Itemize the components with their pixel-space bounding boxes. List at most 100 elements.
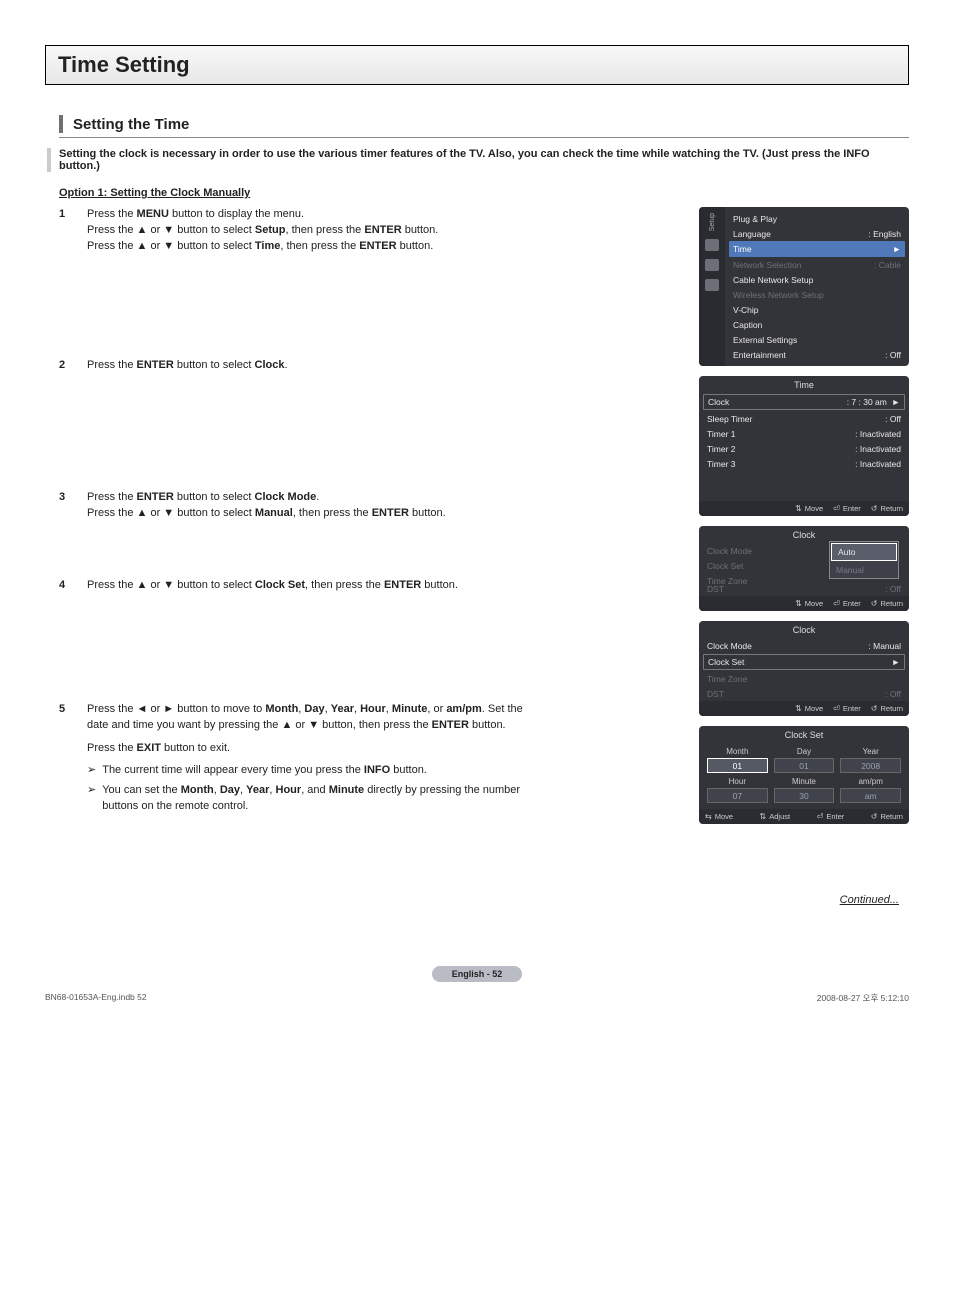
updown-icon: ⇅ [795,704,802,713]
move-hint: ⇆Move [705,812,733,821]
osd-menu-item[interactable]: Cable Network Setup [725,272,909,287]
page-title: Time Setting [58,52,896,78]
intro-text: Setting the clock is necessary in order … [47,148,909,172]
move-hint: ⇅Move [795,704,823,713]
step-body: Press the ◄ or ► button to move to Month… [87,702,536,820]
return-hint: ↺Return [871,704,903,713]
step-2: 2 Press the ENTER button to select Clock… [59,358,536,374]
step-number: 3 [59,490,73,522]
return-hint: ↺Return [871,599,903,608]
page-number-badge: English - 52 [432,966,522,982]
osd-menu-item[interactable]: Clock: 7 : 30 am ► [703,394,905,410]
osd-menu-item[interactable]: Wireless Network Setup [725,287,909,302]
return-icon: ↺ [871,704,878,713]
osd-clock-menu: Clock Clock Mode: ManualClock Set►Time Z… [699,621,909,716]
clock-set-field[interactable]: Month01 [707,747,768,773]
osd-dropdown[interactable]: Auto Manual [829,541,899,579]
osd-sidebar: Setup [699,207,725,366]
section-heading: Setting the Time [59,115,909,138]
clock-set-field[interactable]: am/pmam [840,777,901,803]
step-body: Press the ENTER button to select Clock. [87,358,536,374]
osd-sidebar-label: Setup [709,213,716,231]
osd-menu-item[interactable]: DST: Off [699,686,909,701]
osd-menu-item[interactable]: Language: English [725,226,909,241]
osd-footer: ⇅Move ⏎Enter ↺Return [699,701,909,716]
osd-menu-item[interactable]: Clock Set► [703,654,905,670]
return-icon: ↺ [871,504,878,513]
osd-menu-item[interactable]: Network Selection: Cable [725,257,909,272]
osd-menu-item[interactable]: Sleep Timer: Off [699,411,909,426]
clock-set-field[interactable]: Day01 [774,747,835,773]
option-title: Option 1: Setting the Clock Manually [59,187,909,199]
osd-title: Clock Set [699,726,909,743]
move-hint: ⇅Move [795,504,823,513]
enter-icon: ⏎ [833,704,840,713]
print-footer: BN68-01653A-Eng.indb 52 2008-08-27 오후 5:… [45,992,909,1004]
section-title: Setting the Time [73,116,189,133]
osd-menu-item[interactable]: Timer 1: Inactivated [699,426,909,441]
osd-footer: ⇅Move ⏎Enter ↺Return [699,501,909,516]
chevron-right-icon: ➢ [87,763,96,779]
osd-footer: ⇆Move ⇅Adjust ⏎Enter ↺Return [699,809,909,824]
step-number: 4 [59,578,73,594]
step-body: Press the ▲ or ▼ button to select Clock … [87,578,536,594]
step-4: 4 Press the ▲ or ▼ button to select Cloc… [59,578,536,594]
osd-menu-item[interactable]: Time► [729,241,905,257]
page-title-bar: Time Setting [45,45,909,85]
step-number: 5 [59,702,73,820]
step-body: Press the ENTER button to select Clock M… [87,490,536,522]
enter-icon: ⏎ [833,504,840,513]
osd-menu-item[interactable]: Caption [725,317,909,332]
osd-menu-item[interactable]: External Settings [725,332,909,347]
clock-set-field[interactable]: Hour07 [707,777,768,803]
dropdown-option-auto[interactable]: Auto [831,543,897,561]
osd-menu-item[interactable]: Timer 2: Inactivated [699,441,909,456]
osd-menu-item[interactable]: Timer 3: Inactivated [699,456,909,471]
adjust-hint: ⇅Adjust [760,812,791,821]
cloud-icon [705,259,719,271]
dropdown-option-manual[interactable]: Manual [830,562,898,578]
osd-menu-item[interactable]: Plug & Play [725,211,909,226]
enter-hint: ⏎Enter [833,504,861,513]
updown-icon: ⇅ [760,812,767,821]
footer-left: BN68-01653A-Eng.indb 52 [45,992,147,1004]
osd-title: Clock [699,621,909,638]
note-item: ➢ The current time will appear every tim… [87,763,536,779]
heading-bar-icon [59,115,63,133]
step-3: 3 Press the ENTER button to select Clock… [59,490,536,522]
enter-icon: ⏎ [833,599,840,608]
enter-icon: ⏎ [817,812,824,821]
steps-column: 1 Press the MENU button to display the m… [59,207,536,834]
clock-set-field[interactable]: Year2008 [840,747,901,773]
enter-hint: ⏎Enter [817,812,845,821]
osd-menu-item[interactable]: V-Chip [725,302,909,317]
osd-column: Setup Plug & PlayLanguage: EnglishTime►N… [556,207,909,834]
osd-footer: ⇅Move ⏎Enter ↺Return [699,596,909,611]
osd-clock-mode-popup: Clock Clock ModeClock SetTime Zone Auto … [699,526,909,611]
osd-menu-item[interactable]: Clock Mode: Manual [699,638,909,653]
screen-icon [705,279,719,291]
step-number: 2 [59,358,73,374]
step-1: 1 Press the MENU button to display the m… [59,207,536,255]
osd-time-menu: Time Clock: 7 : 30 am ►Sleep Timer: OffT… [699,376,909,516]
enter-hint: ⏎Enter [833,599,861,608]
return-hint: ↺Return [871,812,903,821]
gear-icon [705,239,719,251]
note-item: ➢ You can set the Month, Day, Year, Hour… [87,783,536,815]
footer-right: 2008-08-27 오후 5:12:10 [817,992,909,1004]
step-number: 1 [59,207,73,255]
updown-icon: ⇅ [795,504,802,513]
leftright-icon: ⇆ [705,812,712,821]
osd-clock-set: Clock Set Month01Day01Year2008 Hour07Minu… [699,726,909,824]
osd-menu-item[interactable]: Entertainment: Off [725,347,909,362]
osd-menu-item[interactable]: Time Zone [699,671,909,686]
chevron-right-icon: ➢ [87,783,96,815]
move-hint: ⇅Move [795,599,823,608]
continued-text: Continued... [59,894,909,906]
updown-icon: ⇅ [795,599,802,608]
osd-title: Time [699,376,909,393]
clock-set-field[interactable]: Minute30 [774,777,835,803]
return-icon: ↺ [871,599,878,608]
osd-setup-menu: Setup Plug & PlayLanguage: EnglishTime►N… [699,207,909,366]
return-icon: ↺ [871,812,878,821]
